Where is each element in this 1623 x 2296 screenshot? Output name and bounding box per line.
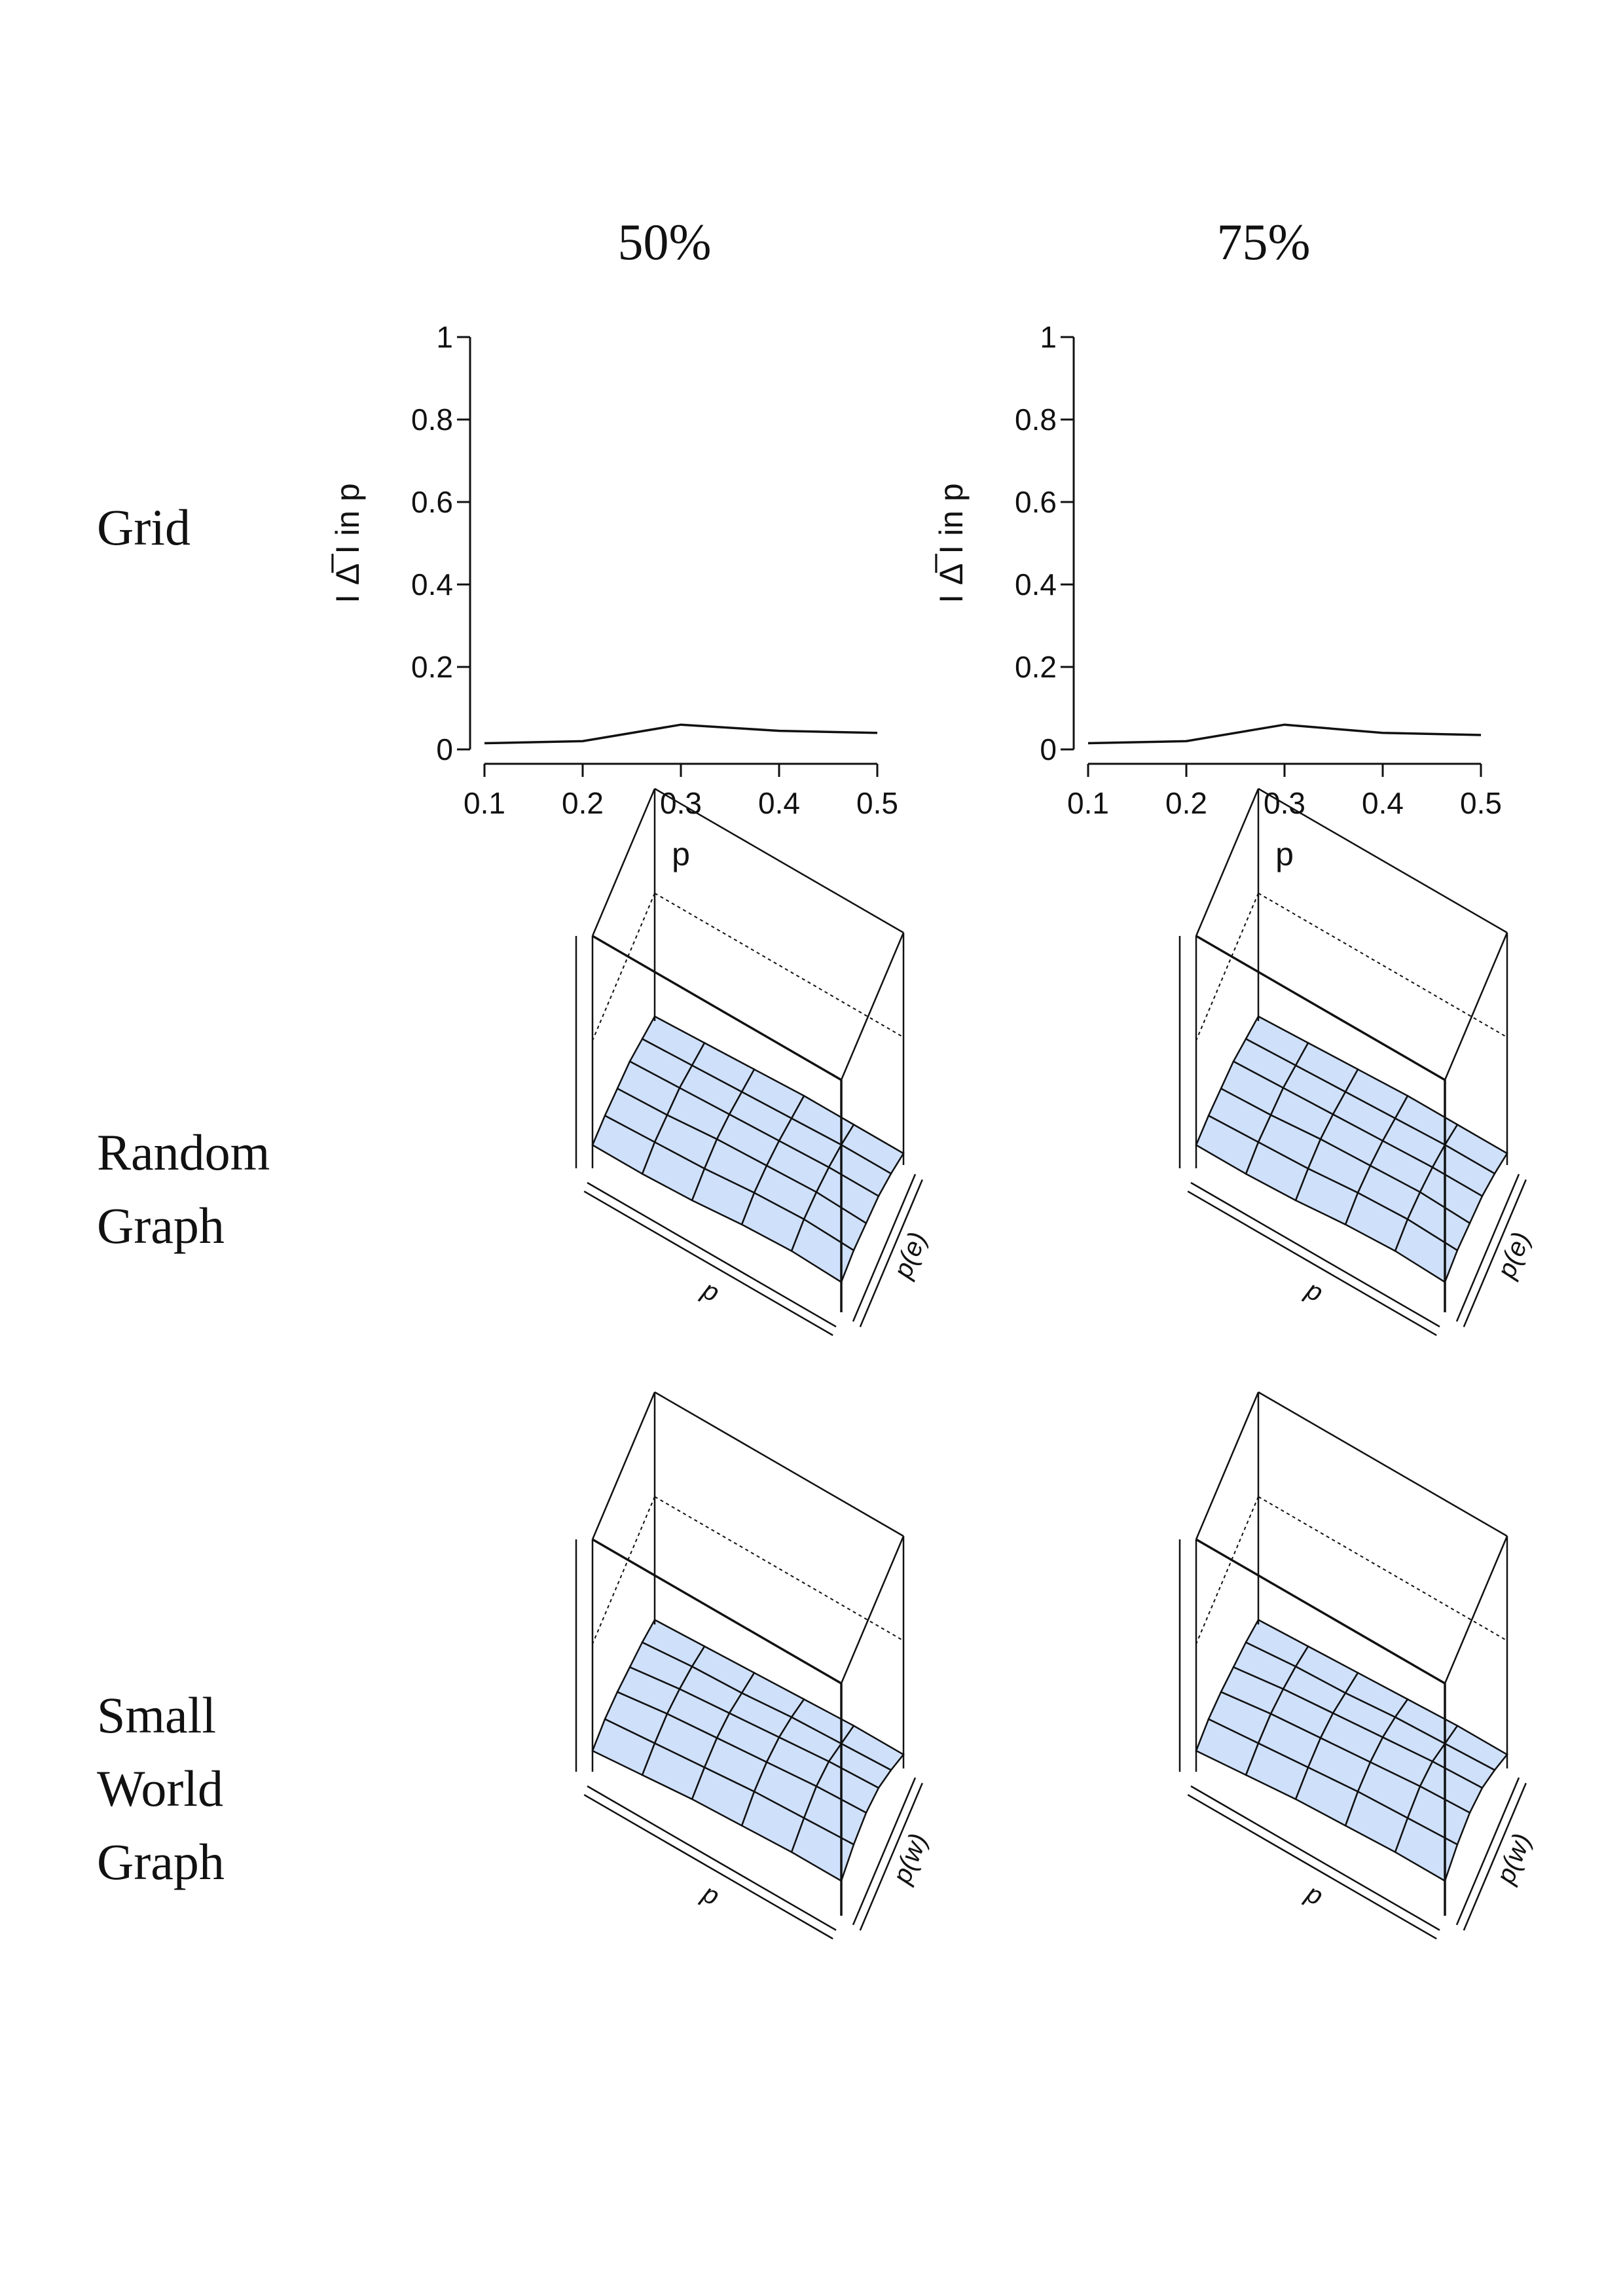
row-label-random-line2: Graph xyxy=(97,1197,225,1254)
box-edge xyxy=(654,787,904,934)
row-label-sw-line1: Small xyxy=(97,1687,217,1744)
box-edge xyxy=(840,932,905,1081)
x-tick-label: 0.2 xyxy=(1165,786,1207,820)
y-tick-label: 0.4 xyxy=(1015,567,1057,601)
series-line-0 xyxy=(1087,723,1482,745)
box-edge xyxy=(840,1535,905,1684)
axis-label-1: p xyxy=(1301,1275,1327,1308)
axis-rail xyxy=(587,1181,837,1328)
row-label-grid: Grid xyxy=(97,491,191,564)
x-tick-label: 0.1 xyxy=(464,786,505,820)
column-title-75: 75% xyxy=(1216,213,1311,270)
box-back-line xyxy=(654,1496,904,1641)
axis-rail xyxy=(1463,1782,1527,1931)
axis-label-1: p xyxy=(697,1275,723,1308)
box-edge xyxy=(1195,1391,1260,1540)
x-tick-label: 0.4 xyxy=(758,786,800,820)
axis-rail xyxy=(852,1174,917,1322)
axis-rail xyxy=(583,1794,833,1940)
y-axis-label: I Δ̅ I in p xyxy=(329,483,366,603)
surface-facet xyxy=(1245,1015,1309,1067)
axis-rail xyxy=(587,1785,837,1931)
box-edge xyxy=(1444,932,1508,1081)
x-tick-label: 0.2 xyxy=(562,786,604,820)
axis-rail xyxy=(1187,1794,1437,1940)
y-tick-label: 1 xyxy=(1040,320,1057,354)
axis-rail xyxy=(1187,1191,1437,1336)
axis-rail xyxy=(1455,1174,1520,1322)
surface-chart-2: p p(e) xyxy=(575,787,932,1336)
box-edge xyxy=(1195,1538,1446,1685)
row-label-small-world-graph: Small World Graph xyxy=(97,1679,225,1899)
surface-chart-5: p p(w) xyxy=(1178,1391,1537,1940)
y-tick-label: 0.8 xyxy=(411,403,453,437)
column-title-50: 50% xyxy=(617,213,712,270)
surface-facet xyxy=(641,1619,706,1668)
row-label-random-graph: Random Graph xyxy=(97,1116,270,1263)
axis-rail xyxy=(1455,1777,1520,1926)
axis-rail xyxy=(852,1777,917,1926)
box-edge xyxy=(592,1538,842,1685)
y-tick-label: 0 xyxy=(1040,732,1057,766)
box-edge xyxy=(591,1391,656,1540)
row-label-grid-line1: Grid xyxy=(97,499,191,556)
box-back-line xyxy=(1258,1496,1508,1641)
x-tick-label: 0.1 xyxy=(1067,786,1109,820)
series-line-0 xyxy=(484,723,878,745)
axis-label-2: p(w) xyxy=(1491,1829,1537,1888)
box-back-line xyxy=(1258,892,1508,1038)
line-chart-0: 00.20.40.60.810.1 0.2 0.3 0.4 0.5pI Δ̅ I in … xyxy=(329,320,898,872)
box-edge xyxy=(1444,1535,1508,1684)
axis-label-2: p(w) xyxy=(887,1829,933,1888)
surface-chart-3: p p(e) xyxy=(1178,787,1536,1336)
y-tick-label: 0.2 xyxy=(1015,650,1057,684)
axis-label-1: p xyxy=(1301,1878,1327,1911)
box-edge xyxy=(1258,1391,1508,1537)
box-edge xyxy=(654,1391,904,1537)
axis-rail xyxy=(583,1191,833,1336)
x-axis-label: p xyxy=(1275,836,1294,872)
box-edge xyxy=(1195,788,1260,937)
y-tick-label: 0.6 xyxy=(411,485,453,519)
y-tick-label: 0.6 xyxy=(1015,485,1057,519)
row-label-random-line1: Random xyxy=(97,1124,270,1181)
box-edge xyxy=(1258,787,1508,934)
axis-rail xyxy=(1190,1785,1440,1931)
box-edge xyxy=(591,788,656,937)
x-tick-label: 0.5 xyxy=(1460,786,1502,820)
surface-chart-4: p p(w) xyxy=(575,1391,933,1940)
y-tick-label: 0 xyxy=(436,732,453,766)
box-edge xyxy=(1195,935,1446,1081)
axis-rail xyxy=(859,1782,923,1931)
x-tick-label: 0.4 xyxy=(1362,786,1404,820)
surface-facet xyxy=(641,1015,706,1067)
axis-label-1: p xyxy=(697,1878,723,1911)
axis-label-2: p(e) xyxy=(1491,1228,1536,1282)
y-tick-label: 0.4 xyxy=(411,567,453,601)
box-back-line xyxy=(654,892,904,1038)
axis-rail xyxy=(859,1179,923,1327)
box-back-line xyxy=(1195,893,1259,1041)
row-label-sw-line3: Graph xyxy=(97,1833,225,1890)
y-tick-label: 0.8 xyxy=(1015,403,1057,437)
box-edge xyxy=(592,935,842,1081)
y-tick-label: 1 xyxy=(436,320,453,354)
x-tick-label: 0.5 xyxy=(856,786,898,820)
x-axis-label: p xyxy=(672,836,690,872)
box-back-line xyxy=(592,1496,655,1645)
surface-facet xyxy=(1245,1619,1309,1668)
axis-rail xyxy=(1190,1181,1440,1328)
axis-label-2: p(e) xyxy=(888,1228,932,1282)
row-label-sw-line2: World xyxy=(97,1760,224,1817)
box-back-line xyxy=(1195,1496,1259,1645)
box-back-line xyxy=(592,893,655,1041)
axis-rail xyxy=(1463,1179,1527,1327)
y-tick-label: 0.2 xyxy=(411,650,453,684)
line-chart-1: 00.20.40.60.810.1 0.2 0.3 0.4 0.5pI Δ̅ I in … xyxy=(933,320,1502,872)
y-axis-label: I Δ̅ I in p xyxy=(933,483,970,603)
